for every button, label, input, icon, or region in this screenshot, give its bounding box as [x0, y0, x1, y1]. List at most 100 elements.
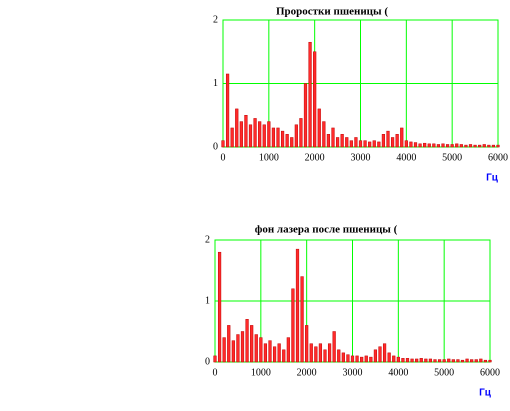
- bar: [400, 127, 404, 148]
- bar: [244, 115, 248, 148]
- bar: [309, 343, 313, 363]
- bar: [355, 355, 359, 363]
- bar: [372, 140, 376, 148]
- bar: [496, 144, 500, 148]
- bar: [460, 359, 465, 363]
- bar: [442, 359, 446, 363]
- bar: [381, 134, 386, 148]
- bar: [262, 124, 266, 148]
- x-tick-label: 0: [221, 152, 226, 163]
- bar: [450, 144, 454, 148]
- bar: [377, 141, 381, 148]
- bar: [299, 118, 303, 148]
- bar: [415, 358, 419, 363]
- bar: [432, 143, 436, 148]
- bar: [392, 355, 396, 363]
- y-tick-label: 1: [213, 78, 218, 89]
- bar: [277, 343, 281, 363]
- x-tick-label: 0: [213, 367, 218, 378]
- bar: [487, 144, 491, 148]
- bar: [419, 358, 423, 363]
- bar: [473, 144, 477, 148]
- x-tick-label: 3000: [343, 367, 363, 378]
- bar: [445, 144, 450, 148]
- y-tick-label: 2: [213, 14, 218, 25]
- bar: [217, 251, 222, 363]
- bar: [387, 352, 391, 363]
- bar: [221, 140, 225, 148]
- bar: [245, 319, 249, 363]
- bar: [222, 337, 226, 363]
- bar: [280, 130, 285, 148]
- x-axis-label: Гц: [479, 388, 492, 399]
- bar: [363, 140, 367, 148]
- x-tick-label: 5000: [434, 367, 454, 378]
- bar: [382, 343, 387, 363]
- bar: [465, 358, 469, 363]
- bar: [427, 143, 431, 148]
- bar: [276, 127, 280, 148]
- bar: [231, 340, 235, 363]
- bar: [225, 73, 230, 148]
- bar: [404, 140, 408, 148]
- bar: [326, 134, 331, 148]
- bar: [254, 334, 258, 363]
- y-tick-label: 1: [205, 295, 210, 306]
- bar: [350, 355, 355, 363]
- bar: [409, 141, 413, 148]
- bar: [424, 358, 428, 363]
- bar: [230, 127, 234, 148]
- bar: [369, 356, 373, 363]
- bar: [360, 356, 364, 363]
- bar: [488, 359, 492, 363]
- x-tick-label: 1000: [251, 367, 271, 378]
- x-axis-label: Гц: [486, 173, 499, 184]
- y-tick-label: 2: [205, 234, 210, 245]
- bar: [464, 144, 468, 148]
- bar: [258, 121, 262, 148]
- bar: [317, 108, 321, 148]
- bar: [250, 325, 254, 363]
- bar: [441, 143, 445, 148]
- bar: [482, 144, 486, 148]
- bar: [433, 359, 437, 363]
- bar: [290, 137, 294, 148]
- bar: [286, 337, 290, 363]
- x-tick-label: 3000: [351, 152, 371, 163]
- bar: [267, 121, 271, 148]
- bar: [285, 134, 289, 148]
- bar: [227, 325, 231, 363]
- bar: [428, 358, 433, 363]
- bar: [303, 83, 308, 148]
- bar: [354, 137, 358, 148]
- chart-title: Проростки пшеницы (: [276, 6, 388, 18]
- x-tick-label: 6000: [480, 367, 500, 378]
- bar: [395, 134, 399, 148]
- bar: [308, 41, 312, 148]
- bar: [437, 359, 442, 363]
- bar: [368, 141, 372, 148]
- bar: [271, 127, 276, 148]
- bar: [295, 248, 300, 363]
- y-tick-label: 0: [205, 356, 210, 367]
- x-tick-label: 6000: [488, 152, 508, 163]
- bar: [423, 142, 427, 148]
- bar: [373, 349, 378, 363]
- bar: [322, 121, 326, 148]
- bar: [323, 349, 327, 363]
- bar: [300, 276, 304, 363]
- bar: [314, 346, 318, 363]
- x-tick-label: 2000: [305, 152, 325, 163]
- bar: [455, 143, 459, 148]
- bar: [345, 137, 349, 148]
- bar: [327, 343, 332, 363]
- x-tick-label: 1000: [259, 152, 279, 163]
- bar: [451, 359, 455, 363]
- bar: [340, 134, 344, 148]
- bar: [386, 130, 390, 148]
- y-tick-label: 0: [213, 141, 218, 152]
- bar: [479, 358, 483, 363]
- bar: [240, 331, 245, 363]
- bar: [291, 288, 295, 363]
- x-tick-label: 2000: [297, 367, 317, 378]
